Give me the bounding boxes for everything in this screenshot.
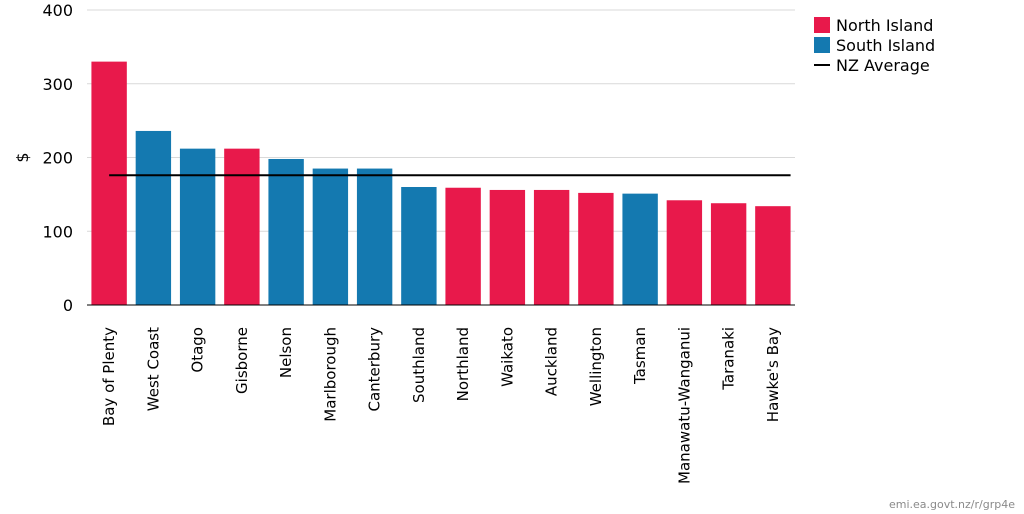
- x-tick-label-otago: Otago: [189, 327, 207, 373]
- x-tick-label-hawke-s-bay: Hawke's Bay: [764, 327, 782, 422]
- x-tick-label-tasman: Tasman: [631, 327, 649, 385]
- source-note: emi.ea.govt.nz/r/grp4e: [889, 498, 1015, 511]
- legend-swatch-south-island: [814, 37, 830, 53]
- x-tick-label-manawatu-wanganui: Manawatu-Wanganui: [675, 327, 693, 484]
- x-tick-label-auckland: Auckland: [543, 327, 561, 396]
- x-tick-label-canterbury: Canterbury: [366, 327, 384, 412]
- legend-swatch-north-island: [814, 17, 830, 33]
- bars: [91, 61, 791, 305]
- y-tick-labels: 0 100 200 300 400: [42, 1, 73, 315]
- x-tick-label-southland: Southland: [410, 327, 428, 403]
- y-tick-label-300: 300: [42, 75, 73, 94]
- bar-west-coast: [135, 130, 172, 305]
- bar-manawatu-wanganui: [666, 200, 703, 305]
- bar-taranaki: [710, 203, 747, 305]
- x-tick-label-northland: Northland: [454, 327, 472, 401]
- y-tick-label-0: 0: [63, 296, 73, 315]
- bar-hawke-s-bay: [755, 206, 791, 305]
- x-tick-label-wellington: Wellington: [587, 327, 605, 406]
- y-tick-label-200: 200: [42, 149, 73, 168]
- bar-wellington: [578, 192, 614, 305]
- x-tick-label-taranaki: Taranaki: [720, 327, 738, 391]
- bar-tasman: [622, 193, 658, 305]
- y-tick-label-400: 400: [42, 1, 73, 20]
- bar-waikato: [489, 189, 526, 305]
- legend-label-south-island: South Island: [836, 36, 935, 55]
- bar-bay-of-plenty: [91, 61, 127, 305]
- x-tick-label-gisborne: Gisborne: [233, 327, 251, 394]
- bar-otago: [179, 148, 216, 305]
- x-tick-labels: Bay of Plenty West Coast Otago Gisborne Nels…: [100, 327, 782, 484]
- legend-label-north-island: North Island: [836, 16, 933, 35]
- bar-nelson: [268, 158, 304, 305]
- x-tick-label-bay-of-plenty: Bay of Plenty: [100, 327, 118, 426]
- x-tick-label-marlborough: Marlborough: [321, 327, 339, 422]
- x-tick-label-waikato: Waikato: [498, 327, 516, 387]
- bar-canterbury: [356, 168, 393, 305]
- legend: North Island South Island NZ Average: [814, 16, 935, 75]
- x-tick-label-nelson: Nelson: [277, 327, 295, 378]
- bar-gisborne: [224, 148, 260, 305]
- y-tick-label-100: 100: [42, 222, 73, 241]
- x-tick-label-west-coast: West Coast: [144, 327, 162, 411]
- legend-label-nz-average: NZ Average: [836, 56, 930, 75]
- bar-auckland: [533, 189, 570, 305]
- bar-marlborough: [312, 168, 349, 305]
- bar-northland: [445, 187, 481, 305]
- bar-southland: [401, 187, 437, 305]
- y-axis-title: $: [13, 152, 32, 162]
